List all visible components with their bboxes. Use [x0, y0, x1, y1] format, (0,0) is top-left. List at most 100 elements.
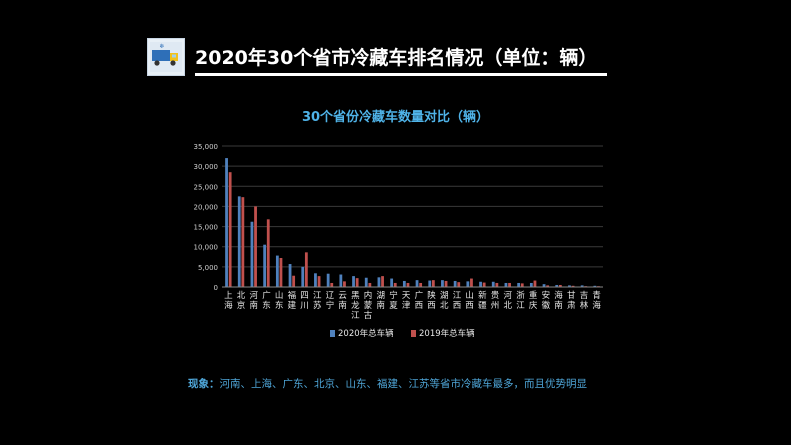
x-tick-label: 夏 — [389, 301, 398, 311]
y-tick-label: 0 — [214, 284, 218, 292]
bar-2020 — [288, 264, 292, 287]
x-tick-label: 西 — [453, 301, 462, 311]
x-tick-label: 广 — [415, 290, 424, 301]
x-tick-label: 津 — [402, 300, 411, 311]
bar-2019 — [470, 278, 473, 287]
x-tick-label: 南 — [376, 300, 385, 311]
bar-2020 — [415, 280, 419, 287]
x-tick-label: 北 — [503, 301, 512, 311]
bar-2020 — [517, 282, 521, 287]
bar-2019 — [368, 282, 372, 287]
bar-2020 — [580, 285, 584, 287]
bar-2020 — [352, 276, 355, 287]
bar-2020 — [250, 221, 254, 287]
x-tick-label: 湖 — [440, 291, 449, 301]
bar-2020 — [263, 244, 267, 287]
x-tick-label: 黑 — [351, 291, 360, 301]
bar-2019 — [495, 282, 499, 287]
observation-text: 河南、上海、广东、北京、山东、福建、江苏等省市冷藏车最多，而且优势明显 — [219, 378, 588, 390]
x-tick-label: 安 — [542, 290, 551, 301]
legend-swatch — [411, 330, 416, 337]
bar-2019 — [381, 276, 384, 287]
legend-swatch — [330, 330, 335, 337]
bar-2020 — [466, 281, 470, 287]
bar-2020 — [301, 266, 305, 287]
x-tick-label: 蒙 — [364, 300, 373, 311]
bar-2020 — [491, 281, 495, 287]
bar-2020 — [555, 284, 559, 287]
bar-2019 — [304, 252, 308, 287]
x-tick-label: 湖 — [376, 291, 385, 301]
x-tick-label: 疆 — [478, 301, 487, 311]
bar-2019 — [228, 172, 232, 287]
x-tick-label: 吉 — [580, 291, 589, 301]
x-tick-label: 新 — [478, 290, 487, 301]
title-underline — [195, 73, 607, 76]
x-tick-label: 山 — [465, 290, 474, 301]
bar-2020 — [441, 280, 444, 287]
y-tick-label: 35,000 — [194, 143, 219, 151]
bar-2019 — [266, 219, 270, 287]
x-tick-label: 京 — [237, 300, 246, 311]
bar-2019 — [457, 282, 461, 287]
bar-2019 — [444, 280, 448, 287]
bar-2019 — [317, 276, 321, 287]
x-tick-label: 重 — [529, 290, 538, 301]
x-tick-label: 河 — [249, 290, 258, 301]
x-tick-label: 宁 — [389, 290, 398, 301]
bar-2020 — [390, 278, 394, 287]
bar-2019 — [419, 282, 423, 287]
x-tick-label: 海 — [554, 290, 563, 301]
bar-2019 — [292, 275, 296, 287]
x-tick-label: 川 — [300, 301, 309, 311]
x-tick-label: 四 — [300, 291, 309, 301]
x-tick-label: 甘 — [567, 290, 576, 301]
x-tick-label: 苏 — [313, 300, 322, 311]
observation-label: 现象： — [188, 378, 220, 390]
bar-2019 — [520, 283, 524, 287]
svg-text:❄: ❄ — [159, 43, 164, 50]
x-tick-label: 江 — [453, 291, 462, 301]
x-tick-label: 南 — [338, 300, 347, 311]
bar-2019 — [546, 285, 550, 287]
bar-2019 — [279, 257, 283, 287]
x-tick-label: 内 — [364, 290, 373, 301]
bar-2020 — [428, 280, 432, 287]
x-tick-label: 浙 — [516, 290, 525, 301]
bar-2020 — [593, 285, 597, 287]
bar-2019 — [533, 280, 537, 287]
x-tick-label: 南 — [249, 300, 258, 311]
x-tick-label: 上 — [224, 291, 233, 301]
bar-2019 — [330, 282, 334, 287]
bar-2019 — [393, 282, 397, 287]
bar-2020 — [339, 274, 343, 287]
bar-2020 — [479, 281, 482, 287]
bar-2020 — [275, 255, 279, 287]
x-tick-label: 宁 — [326, 300, 335, 311]
x-tick-label: 古 — [364, 310, 373, 321]
x-tick-label: 林 — [580, 300, 589, 311]
bar-2020 — [326, 273, 330, 287]
bar-2020 — [377, 277, 381, 287]
bar-2020 — [364, 277, 368, 287]
page-title: 2020年30个省市冷藏车排名情况（单位：辆） — [195, 47, 598, 69]
bar-2019 — [431, 280, 435, 287]
bar-2020 — [542, 284, 546, 287]
x-tick-label: 南 — [554, 300, 563, 311]
bar-2019 — [406, 282, 410, 287]
x-tick-label: 肃 — [567, 300, 576, 311]
y-tick-label: 10,000 — [194, 244, 219, 252]
x-tick-label: 东 — [262, 300, 271, 311]
bar-2020 — [453, 280, 457, 287]
bar-2020 — [314, 273, 317, 287]
x-tick-label: 辽 — [326, 291, 335, 301]
x-tick-label: 北 — [237, 291, 246, 301]
chart-title: 30个省份冷藏车数量对比（辆） — [301, 110, 490, 125]
bar-2019 — [254, 206, 257, 287]
x-tick-label: 庆 — [529, 300, 538, 311]
bar-2019 — [558, 284, 562, 287]
bar-2020 — [568, 285, 571, 287]
header: ❄ 2020年30个省市冷藏车排名情况（单位：辆） — [147, 38, 607, 78]
y-tick-label: 20,000 — [194, 203, 219, 211]
bar-2019 — [571, 285, 575, 287]
